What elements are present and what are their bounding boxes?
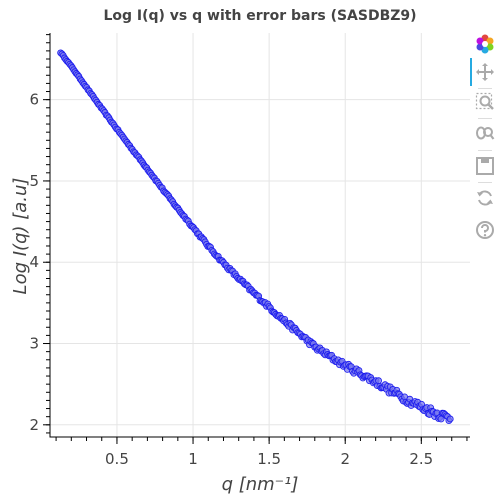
- toolbar-divider: [478, 118, 492, 119]
- help-tool-icon[interactable]: [473, 218, 497, 242]
- toolbar: [470, 30, 500, 270]
- y-tick-label: 5: [29, 172, 39, 190]
- x-tick-label: 1.5: [257, 450, 281, 468]
- chart-title: Log I(q) vs q with error bars (SASDBZ9): [103, 8, 416, 24]
- bokeh-logo-icon[interactable]: [473, 32, 497, 56]
- y-tick-label: 3: [29, 335, 39, 353]
- data-points: [57, 49, 454, 425]
- toolbar-divider: [478, 150, 492, 151]
- save-tool-icon[interactable]: [473, 154, 497, 178]
- wheel-zoom-tool-icon[interactable]: [473, 122, 497, 146]
- x-tick-label: 2: [340, 450, 350, 468]
- toolbar-divider: [478, 182, 492, 183]
- y-tick-label: 2: [29, 416, 39, 434]
- y-axis-label: Log I(q) [a.u]: [10, 178, 31, 295]
- y-tick-label: 4: [29, 253, 39, 271]
- x-tick-label: 0.5: [105, 450, 129, 468]
- toolbar-divider: [478, 88, 492, 89]
- axes: [43, 33, 470, 444]
- data-point: [375, 377, 382, 385]
- grid: [50, 33, 470, 437]
- reset-tool-icon[interactable]: [473, 186, 497, 210]
- x-axis-label: q [nm⁻¹]: [222, 474, 299, 495]
- box-zoom-tool-icon[interactable]: [473, 90, 497, 114]
- x-tick-label: 1: [188, 450, 198, 468]
- active-tool-indicator: [470, 58, 472, 86]
- pan-tool-icon[interactable]: [473, 60, 497, 84]
- y-tick-label: 6: [29, 91, 39, 109]
- x-tick-label: 2.5: [409, 450, 433, 468]
- tick-labels: 0.5 1 1.5 2 2.5 2 3 4 5 6: [29, 91, 433, 468]
- data-point: [446, 415, 454, 423]
